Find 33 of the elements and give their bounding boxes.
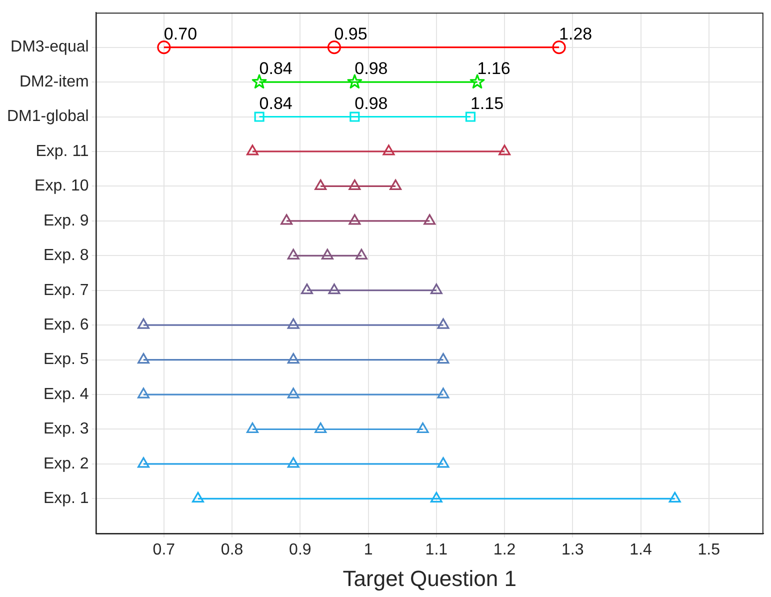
y-tick-label: Exp. 6 — [43, 316, 89, 334]
annotation: 0.84 — [259, 59, 292, 78]
y-tick-label: Exp. 10 — [34, 178, 89, 195]
x-tick-label: 1.5 — [698, 541, 720, 558]
y-tick-label: DM2-item — [19, 73, 89, 90]
x-tick-label: 1.3 — [562, 541, 584, 558]
y-tick-label: Exp. 4 — [43, 386, 89, 403]
y-tick-label: Exp. 8 — [43, 247, 89, 264]
annotation: 1.15 — [470, 94, 504, 113]
annotation: 0.84 — [259, 94, 292, 113]
annotation: 0.98 — [354, 59, 388, 78]
annotation: 0.70 — [164, 24, 198, 44]
y-tick-label: Exp. 7 — [43, 282, 89, 299]
x-tick-label: 1.4 — [630, 541, 652, 558]
annotation: 1.16 — [477, 59, 510, 78]
y-tick-label: DM3-equal — [10, 38, 89, 56]
annotation: 0.98 — [354, 94, 388, 113]
y-tick-label: Exp. 2 — [43, 455, 89, 472]
y-tick-label: Exp. 5 — [43, 351, 89, 368]
y-tick-label: Exp. 9 — [43, 212, 89, 230]
x-tick-label: 0.9 — [289, 541, 312, 558]
y-tick-label: Exp. 3 — [43, 420, 89, 438]
x-tick-label: 0.7 — [152, 541, 176, 558]
x-tick-label: 1.1 — [425, 541, 448, 558]
annotation: 0.95 — [334, 24, 368, 44]
y-tick-label: Exp. 11 — [36, 142, 89, 160]
annotation: 1.28 — [559, 24, 592, 44]
x-axis-title: Target Question 1 — [342, 566, 516, 591]
x-tick-label: 1 — [364, 541, 373, 558]
x-tick-label: 0.8 — [220, 541, 244, 558]
y-tick-label: DM1-global — [7, 108, 89, 126]
y-tick-label: Exp. 1 — [43, 490, 89, 508]
x-tick-label: 1.2 — [493, 541, 516, 558]
